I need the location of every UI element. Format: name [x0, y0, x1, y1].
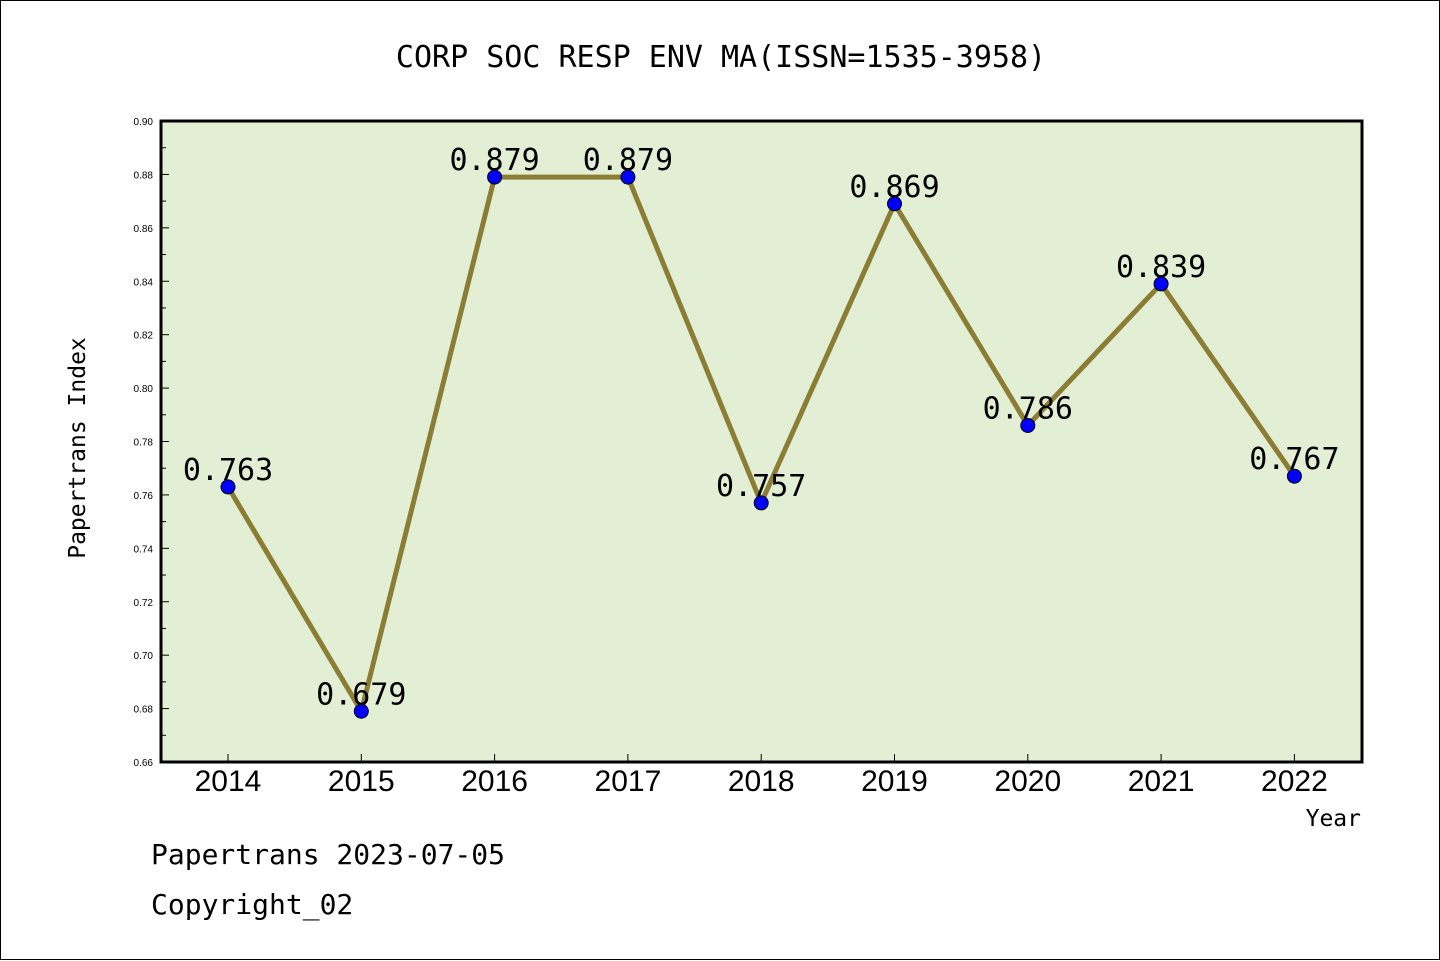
data-point-label: 0.757 — [716, 469, 806, 504]
x-tick-label: 2022 — [1261, 765, 1328, 798]
y-tick-label: 0.72 — [134, 598, 154, 609]
data-point-marker — [1020, 417, 1036, 433]
y-axis: 0.66 0.68 0.70 0.72 0.74 0.76 0.78 0.80 0.82 0.84… — [134, 117, 169, 769]
x-tick-label: 2014 — [195, 765, 262, 798]
data-point-label: 0.679 — [316, 677, 406, 712]
y-tick-label: 0.90 — [134, 117, 154, 128]
y-tick-label: 0.78 — [134, 438, 154, 449]
y-tick-label: 0.82 — [134, 331, 154, 342]
y-tick-label: 0.66 — [134, 758, 154, 769]
data-point-marker — [753, 495, 769, 511]
data-labels: 0.763 0.679 0.879 0.879 0.757 0.869 0.786 0.839… — [183, 143, 1340, 712]
x-tick-label: 2017 — [595, 765, 662, 798]
data-point-label: 0.786 — [983, 391, 1073, 426]
data-point-marker — [487, 169, 503, 185]
y-tick-label: 0.86 — [134, 224, 154, 235]
data-point-label: 0.839 — [1116, 250, 1206, 285]
x-axis-label: Year — [1306, 806, 1361, 832]
y-axis-label: Papertrans Index — [65, 337, 91, 559]
data-point-marker — [1286, 468, 1302, 484]
y-tick-label: 0.74 — [134, 544, 154, 555]
data-point-label: 0.763 — [183, 453, 273, 488]
x-tick-label: 2020 — [994, 765, 1061, 798]
data-markers — [220, 169, 1302, 719]
data-point-label: 0.869 — [849, 170, 939, 205]
plot-area — [159, 119, 1364, 764]
x-axis: 2014 2015 2016 2017 2018 2019 2020 2021 2022 — [195, 754, 1328, 798]
y-tick-label: 0.68 — [134, 705, 154, 716]
x-tick-label: 2018 — [728, 765, 795, 798]
footer-copyright: Copyright_02 — [151, 888, 353, 922]
y-tick-label: 0.76 — [134, 491, 154, 502]
footer-date: Papertrans 2023-07-05 — [151, 838, 505, 871]
x-tick-label: 2015 — [328, 765, 395, 798]
data-point-marker — [620, 169, 636, 185]
y-tick-label: 0.80 — [134, 384, 154, 395]
x-tick-label: 2019 — [861, 765, 928, 798]
data-point-marker — [887, 196, 902, 212]
data-point-label: 0.879 — [449, 143, 539, 178]
data-point-marker — [220, 479, 236, 495]
data-point-marker — [1153, 276, 1169, 292]
data-point-marker — [353, 703, 369, 719]
y-tick-label: 0.84 — [134, 277, 154, 288]
y-tick-label: 0.88 — [134, 170, 154, 181]
chart-title: CORP SOC RESP ENV MA(ISSN=1535-3958) — [396, 40, 1046, 75]
y-tick-label: 0.70 — [134, 651, 154, 662]
data-point-label: 0.767 — [1249, 442, 1339, 477]
x-tick-label: 2021 — [1128, 765, 1195, 798]
data-point-label: 0.879 — [583, 143, 673, 178]
x-tick-label: 2016 — [461, 765, 528, 798]
